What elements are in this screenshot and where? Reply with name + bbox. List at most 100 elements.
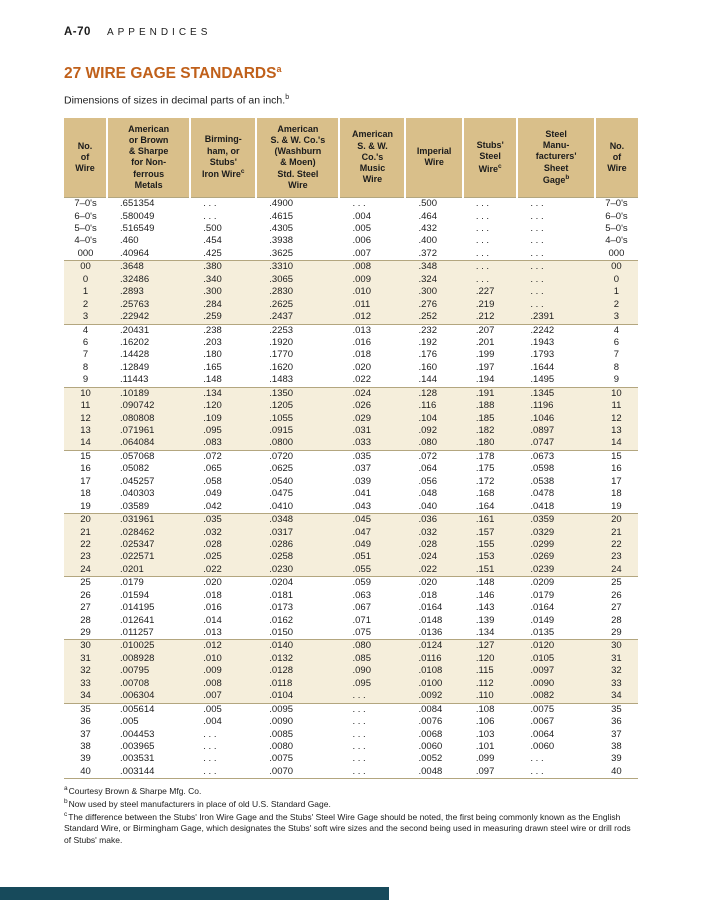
row-group: 15.057068.072.0720.035.072.178.0673 15 16.… <box>64 450 638 513</box>
table-cell: .013 <box>352 324 371 336</box>
table-cell: . . . <box>475 198 490 210</box>
table-cell: . . . <box>530 247 544 259</box>
table-cell: .284 <box>203 298 222 310</box>
table-cell: .0060 <box>418 740 443 752</box>
table-cell: .108 <box>475 703 495 715</box>
table-cell: .064 <box>418 463 437 475</box>
table-cell: .0068 <box>418 728 443 740</box>
table-cell: 7 <box>82 349 89 361</box>
table-cell: .2437 <box>269 311 294 323</box>
table-cell: .028 <box>203 538 222 550</box>
table-cell: .1644 <box>530 361 555 373</box>
table-cell: .3065 <box>269 273 294 285</box>
table-cell: .0104 <box>269 690 294 702</box>
table-cell: 21 <box>611 526 622 538</box>
table-cell: . . . <box>475 223 490 235</box>
table-cell: .065 <box>203 463 222 475</box>
table-cell: .252 <box>418 311 437 323</box>
footnotes: aCourtesy Brown & Sharpe Mfg. Co. bNow us… <box>64 785 638 846</box>
table-row: 8 .12849 .165 .1620 .020 .160 .197 .1644 8 <box>64 362 638 374</box>
table-row: 2 .25763 .284 .2625 .011 .276 .219 . . . 2 <box>64 299 638 311</box>
table-cell: .580049 <box>120 210 155 222</box>
table-cell: .005614 <box>120 703 155 715</box>
header-superscript: b <box>565 173 570 181</box>
table-cell: .011 <box>352 298 371 310</box>
table-head-row: No. of Wire American or Brown & Sharpe for Non… <box>64 117 638 198</box>
table-cell: .32486 <box>120 273 150 285</box>
table-cell: 28 <box>611 614 622 626</box>
table-cell: .059 <box>352 577 371 589</box>
table-cell: . . . <box>203 765 217 777</box>
table-cell: .238 <box>203 324 222 336</box>
column-header: Stubs' Steel Wirec <box>461 117 518 198</box>
table-cell: .031 <box>352 425 371 437</box>
table-row: 0 .32486 .340 .3065 .009 .324 . . . . . . 0 <box>64 274 638 286</box>
table-cell: .1345 <box>530 387 555 399</box>
table-cell: .051 <box>352 551 371 563</box>
table-cell: .0136 <box>418 627 443 639</box>
table-cell: 19 <box>80 500 91 512</box>
table-cell: .0179 <box>530 589 555 601</box>
table-cell: .0299 <box>530 538 555 550</box>
table-cell: .004 <box>352 210 371 222</box>
table-cell: .033 <box>352 437 371 449</box>
table-cell: .0084 <box>418 703 443 715</box>
table-cell: .115 <box>475 665 494 677</box>
table-row: 00 .3648 .380 .3310 .008 .348 . . . . . . 00 <box>64 261 638 274</box>
table-cell: .006 <box>352 235 371 247</box>
footnote-marker: c <box>64 811 68 819</box>
table-cell: .0598 <box>530 463 555 475</box>
table-cell: 13 <box>611 425 622 437</box>
table-cell: .0204 <box>269 577 294 589</box>
table-cell: .0148 <box>418 614 443 626</box>
table-cell: . . . <box>352 728 366 740</box>
table-cell: .032 <box>418 526 437 538</box>
table-cell: .324 <box>418 273 437 285</box>
table-cell: .134 <box>203 387 222 399</box>
table-row: 24 .0201 .022 .0230 .055 .022 .151 .0239 24 <box>64 564 638 577</box>
table-cell: .460 <box>120 235 139 247</box>
table-cell: .180 <box>203 349 222 361</box>
table-cell: .1770 <box>269 349 294 361</box>
table-cell: .651354 <box>120 198 155 210</box>
table-cell: 25 <box>611 577 622 589</box>
table-cell: .0747 <box>530 437 555 449</box>
table-row: 10 .10189 .134 .1350 .024 .128 .191 .1345 10 <box>64 387 638 400</box>
row-group: 35.005614.005.0095. . . .0084.108.0075 35 3… <box>64 703 638 779</box>
table-cell: 29 <box>611 627 622 639</box>
table-cell: .175 <box>475 463 495 475</box>
table-cell: 4 <box>613 324 620 336</box>
running-head: A-70 APPENDICES <box>64 26 638 38</box>
table-cell: 11 <box>80 400 91 412</box>
table-cell: 16 <box>611 463 622 475</box>
table-cell: . . . <box>203 728 217 740</box>
table-cell: 26 <box>611 589 622 601</box>
header-superscript: c <box>240 168 245 176</box>
table-cell: . . . <box>203 210 217 222</box>
table-cell: .0209 <box>530 577 555 589</box>
table-cell: . . . <box>203 740 217 752</box>
table-cell: .191 <box>475 387 495 399</box>
table-cell: 00 <box>611 261 622 273</box>
table-cell: .0100 <box>418 677 443 689</box>
table-cell: .172 <box>475 475 495 487</box>
table-cell: .011257 <box>120 627 154 639</box>
table-cell: .035 <box>203 514 222 526</box>
table-cell: .120 <box>203 400 222 412</box>
table-cell: .085 <box>352 652 371 664</box>
table-cell: .3648 <box>120 261 144 273</box>
table-cell: 12 <box>80 412 91 424</box>
table-cell: .0116 <box>418 652 442 664</box>
table-cell: .055 <box>352 563 371 575</box>
table-cell: .045257 <box>120 475 155 487</box>
table-cell: .0286 <box>269 538 294 550</box>
table-cell: .0150 <box>269 627 294 639</box>
table-cell: .0067 <box>530 716 555 728</box>
table-cell: . . . <box>530 298 544 310</box>
subtitle-text: Dimensions of sizes in decimal parts of … <box>64 94 286 107</box>
table-cell: 7–0's <box>605 198 628 210</box>
table-cell: .0258 <box>269 551 294 563</box>
table-cell: .2391 <box>530 311 555 323</box>
table-cell: 30 <box>611 640 622 652</box>
table-row: 38 .003965 . . . .0080 . . . .0060 .101 .0060 38 <box>64 741 638 753</box>
